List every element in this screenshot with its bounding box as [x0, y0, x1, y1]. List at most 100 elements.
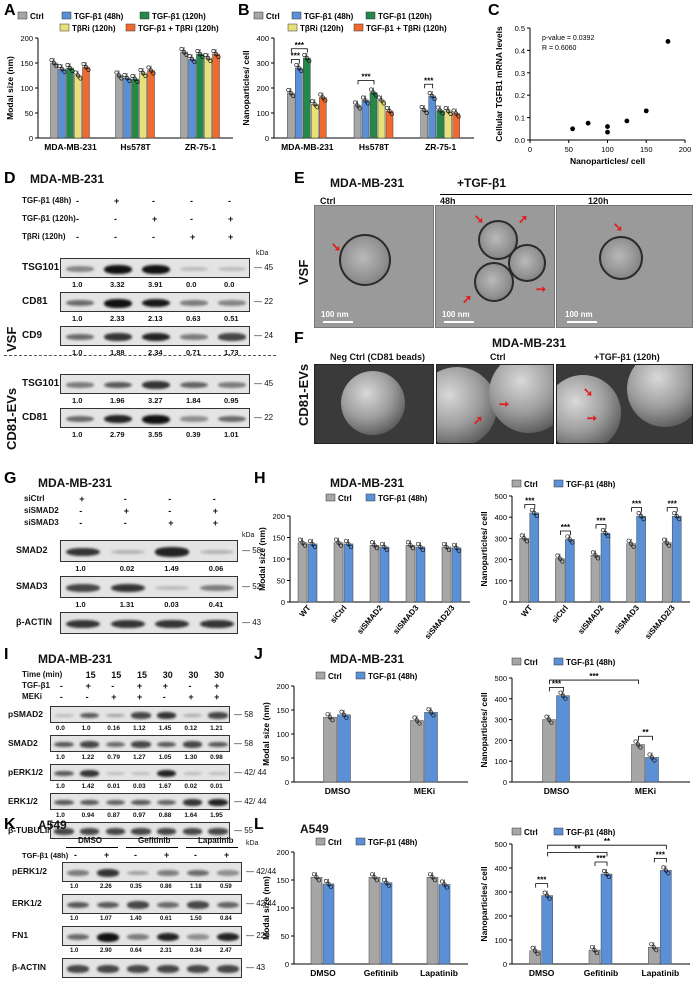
data-point: [135, 80, 140, 85]
significance-label: ***: [291, 52, 301, 61]
chart-h-nanoparticles: 0 100 200 300 400 500 Nanoparticles/ cell Ctrl T…: [479, 479, 690, 640]
data-point: [326, 881, 331, 886]
legend-label: TGF-β1 (48h): [566, 828, 616, 837]
data-point: [304, 55, 309, 60]
data-point: [652, 758, 657, 763]
data-point: [311, 872, 316, 877]
condition-sign: -: [85, 692, 89, 702]
data-point: [448, 112, 453, 117]
panel-d-cd81evs-label: CD81-EVs: [4, 387, 19, 450]
legend-label: TGF-β1 (48h): [368, 838, 418, 847]
kda-marker: — 58: [234, 709, 254, 719]
data-point: [596, 556, 601, 561]
blot-band: [79, 799, 100, 806]
densitometry-value: 2.26: [100, 884, 112, 890]
chart-l-nanoparticles: 0 100 200 300 400 500 Nanoparticles/ cell Ctrl T…: [479, 827, 690, 978]
blot-label: CD81: [22, 296, 48, 307]
legend-swatch: [287, 23, 298, 32]
bar: [311, 104, 319, 139]
bar: [180, 51, 188, 139]
blot-strip: [60, 292, 250, 312]
blot-label: β-TUBULIN: [8, 824, 54, 835]
condition-sign: +: [214, 681, 220, 691]
data-point: [214, 51, 219, 56]
arrow-marker: ➘: [613, 220, 624, 234]
blot-band: [79, 712, 100, 719]
data-point: [633, 739, 638, 744]
y-tick-label: 200: [494, 736, 507, 745]
condition-sign: -: [152, 232, 155, 242]
condition-sign: -: [79, 506, 83, 516]
bar: [671, 515, 682, 603]
densitometry-value: 0.02: [119, 564, 135, 573]
data-point: [558, 690, 563, 695]
scale-bar-label: 100 nm: [321, 310, 349, 319]
data-point: [542, 890, 547, 895]
blot-band: [105, 771, 126, 776]
densitometry-value: 1.30: [184, 754, 198, 761]
blot-band: [126, 965, 150, 973]
data-point: [379, 98, 384, 103]
sem-image-neg: [314, 364, 434, 444]
data-point: [429, 710, 434, 715]
legend-label: Ctrl: [30, 12, 44, 21]
blot-band: [79, 770, 100, 777]
blot-band: [182, 713, 203, 718]
bar: [441, 546, 452, 603]
data-point: [570, 540, 575, 545]
bar: [74, 75, 82, 139]
y-tick-label: 0: [265, 134, 269, 143]
data-point: [151, 71, 156, 76]
legend-label: Ctrl: [328, 838, 342, 847]
densitometry-value: 0.87: [107, 812, 120, 819]
data-point: [310, 541, 315, 546]
blot-label: TSG101: [22, 262, 60, 273]
densitometry-value: 1.0: [55, 754, 65, 761]
panel-d-separator: [4, 355, 276, 356]
condition-sign: +: [114, 196, 120, 206]
data-point: [567, 537, 572, 542]
blot-band: [103, 298, 133, 308]
kda-marker: — 42/ 44: [234, 796, 267, 806]
significance-bracket: [424, 83, 434, 89]
condition-sign: +: [188, 692, 194, 702]
arrow-marker: ➙: [499, 397, 510, 411]
data-point: [408, 543, 413, 548]
y-tick-label: 0: [503, 598, 507, 607]
blot-strip: [60, 374, 250, 394]
blot-band: [103, 381, 133, 389]
kda-marker: — 52: [242, 582, 262, 591]
data-point: [62, 69, 67, 74]
vesicle: [599, 236, 643, 280]
densitometry-value: 0.71: [186, 348, 201, 357]
data-point: [563, 696, 568, 701]
data-point: [146, 65, 151, 70]
y-tick-label: 100: [494, 936, 507, 945]
data-point: [547, 717, 552, 722]
significance-label: ***: [424, 76, 434, 85]
densitometry-value: 1.0: [55, 812, 65, 819]
legend-swatch: [17, 11, 28, 20]
bar: [424, 712, 438, 783]
data-point: [602, 868, 607, 873]
legend-swatch: [353, 23, 364, 32]
bar: [368, 876, 381, 965]
data-point: [529, 507, 534, 512]
data-point: [114, 70, 119, 75]
y-axis-label: Modal size (nm): [257, 527, 267, 591]
condition-sign: +: [224, 850, 230, 860]
densitometry-value: 2.13: [148, 314, 163, 323]
data-point: [440, 111, 445, 116]
data-point: [565, 534, 570, 539]
condition-sign: -: [59, 681, 63, 691]
kda-marker: — 58: [234, 738, 254, 748]
data-point: [65, 62, 70, 67]
arrow-marker: ➘: [474, 212, 485, 226]
bar: [426, 876, 439, 965]
chart-a-modal-size: 0 50 100 150 200 Modal size (nm) Ctrl TGF-β1 (4…: [5, 11, 233, 152]
blot-band: [155, 547, 190, 557]
data-point: [605, 129, 610, 135]
x-tick-label: DMSO: [325, 786, 351, 796]
data-point: [585, 120, 591, 126]
significance-label: **: [642, 728, 649, 737]
